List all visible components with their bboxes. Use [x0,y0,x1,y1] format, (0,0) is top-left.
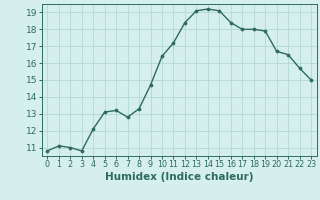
X-axis label: Humidex (Indice chaleur): Humidex (Indice chaleur) [105,172,253,182]
